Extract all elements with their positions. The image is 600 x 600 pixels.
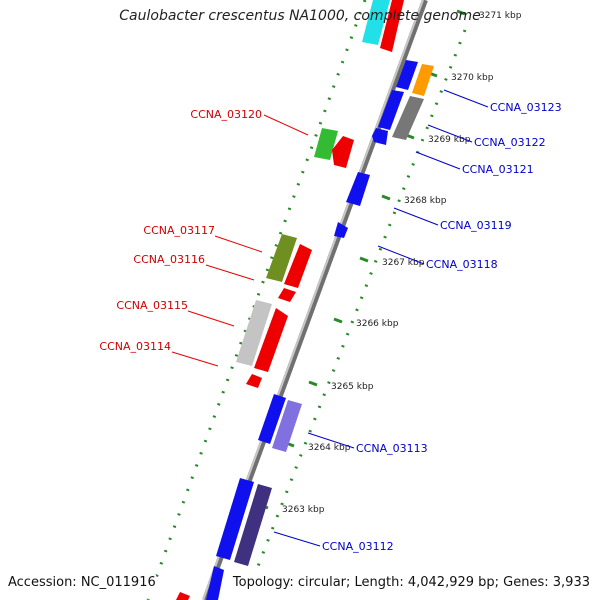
gene-label-03121: CCNA_03121 [462,163,534,176]
tick-label: 3266 kbp [356,319,399,329]
gene-label-03115: CCNA_03115 [116,299,188,312]
gene-block-blue-arrow [372,128,388,145]
tick-label: 3263 kbp [282,505,325,515]
gene-block-blue-03113 [258,394,286,444]
gene-label-03117: CCNA_03117 [143,224,215,237]
gene-block-cyan [362,0,390,45]
accession-text: Accession: NC_011916 [8,575,156,590]
tick-mark [456,9,466,16]
genome-title: Caulobacter crescentus NA1000, complete … [119,8,481,24]
left-leader-lines [171,114,309,367]
gene-block-orange [412,64,434,96]
gene-block-blue-bottom [206,566,224,600]
tick-mark [381,194,391,201]
gene-label-03113: CCNA_03113 [356,442,428,455]
gene-block-red-03116 [284,244,312,288]
gene-block-red-03115 [254,308,288,372]
tick-label: 3267 kbp [382,258,425,268]
left-gene-labels: CCNA_03120 CCNA_03117 CCNA_03116 CCNA_03… [99,108,262,353]
tick-mark [308,380,318,387]
gene-label-03123: CCNA_03123 [490,101,562,114]
tick-mark [359,256,369,263]
gene-label-03122: CCNA_03122 [474,136,546,149]
gene-label-03116: CCNA_03116 [133,253,205,266]
tick-label: 3264 kbp [308,443,351,453]
tick-label: 3269 kbp [428,135,471,145]
tick-mark [333,317,343,324]
gene-block-blue-03123 [396,60,418,90]
tick-label: 3270 kbp [451,73,494,83]
gene-block-red-03120 [332,136,354,168]
tick-label: 3271 kbp [479,11,522,21]
gene-label-03114: CCNA_03114 [99,340,171,353]
gene-block-red-bottom [176,592,190,600]
gene-label-03112: CCNA_03112 [322,540,394,553]
gene-block-red-small [278,288,296,302]
tick-label: 3265 kbp [331,382,374,392]
gene-block-grey [392,96,424,140]
gene-block-blue-03119 [346,172,370,206]
gene-block-red-top [380,0,404,52]
genome-summary-text: Topology: circular; Length: 4,042,929 bp… [232,575,590,590]
tick-marks: 3263 kbp 3264 kbp 3265 kbp 3266 kbp 3267 kbp… [259,9,522,515]
right-leader-lines [273,89,489,547]
gene-block-olive-03117 [266,234,297,282]
gene-block-blue-03112 [216,478,254,560]
gene-label-03118: CCNA_03118 [426,258,498,271]
gene-label-03119: CCNA_03119 [440,219,512,232]
gene-block-blue-03122 [378,90,404,130]
gene-block-lightgrey-03115 [236,300,272,366]
gene-block-darkpurple-03112 [234,484,272,566]
gene-block-blue-03118 [334,222,348,238]
right-gene-labels: CCNA_03123 CCNA_03122 CCNA_03121 CCNA_03… [322,101,562,553]
gene-block-purple-03113 [272,400,302,452]
gene-blocks [176,0,434,600]
gene-block-red-03114 [246,374,262,388]
gene-label-03120: CCNA_03120 [190,108,262,121]
tick-label: 3268 kbp [404,196,447,206]
gene-block-green-03120 [314,128,338,160]
